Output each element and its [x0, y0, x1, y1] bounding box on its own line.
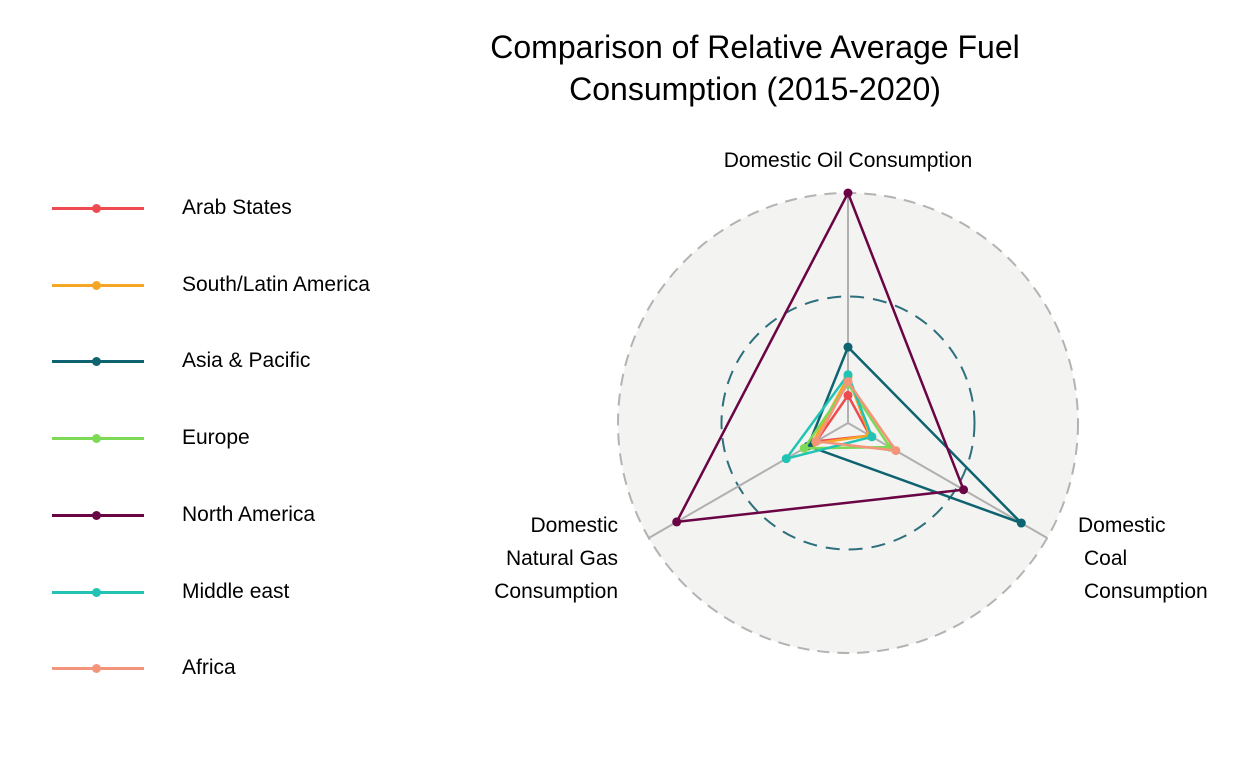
series-point [959, 485, 969, 495]
legend-item: Middle east [48, 554, 448, 630]
axis-label: Domestic Coal Consumption [1078, 514, 1208, 603]
legend-swatch-dot [92, 434, 101, 444]
series-point [843, 342, 853, 352]
legend-label: Europe [182, 426, 250, 450]
legend-label: Middle east [182, 579, 290, 603]
radar-spoke [847, 422, 1048, 539]
series-point [867, 432, 877, 442]
series-point [843, 188, 853, 198]
axis-label: Domestic Natural Gas Consumption [494, 514, 618, 603]
legend-item: Africa [48, 630, 448, 706]
legend-item: Asia & Pacific [48, 323, 448, 399]
series-line [801, 381, 893, 450]
legend-swatch-dot [92, 664, 101, 674]
legend-swatch-dot [92, 510, 101, 520]
legend-label: Arab States [182, 196, 292, 219]
series-point [843, 370, 853, 380]
legend-swatch-dot [92, 587, 101, 597]
chart-title: Comparison of Relative Average Fuel Cons… [490, 29, 1020, 107]
series-line [806, 344, 1023, 525]
series-point [843, 390, 853, 400]
series-point [781, 454, 791, 464]
legend-item: Arab States [48, 170, 448, 246]
series-point [811, 436, 821, 446]
series-line [783, 372, 874, 461]
series-point [672, 517, 682, 527]
legend-label: Asia & Pacific [182, 349, 311, 373]
legend-swatch-dot [92, 280, 101, 290]
axis-label: Domestic Oil Consumption [724, 149, 973, 172]
legend-item: Europe [48, 400, 448, 476]
legend-label: Africa [182, 656, 236, 680]
legend-swatch-dot [92, 204, 101, 213]
series-point [891, 446, 901, 456]
legend-label: North America [182, 502, 316, 526]
legend-item: North America [48, 477, 448, 553]
series-line [674, 189, 966, 524]
legend-swatch-dot [92, 357, 101, 367]
radar-reference-circle [720, 295, 976, 551]
legend-label: South/Latin America [182, 272, 370, 296]
legend-item: South/Latin America [48, 247, 448, 323]
series-point [799, 443, 809, 453]
series-line [814, 379, 899, 453]
series-point [1016, 518, 1026, 528]
series-point [843, 377, 853, 387]
